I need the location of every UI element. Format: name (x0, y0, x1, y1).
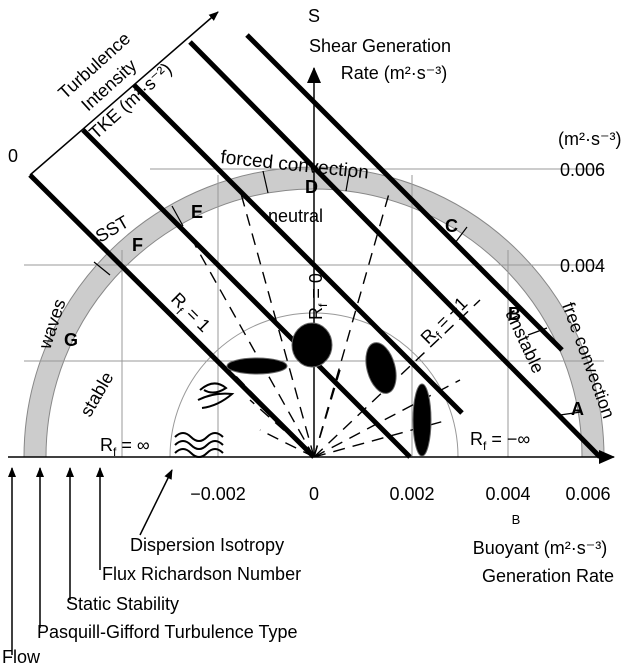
y-tick-label: 0.006 (560, 160, 605, 180)
richardson-label: Rf = ∞ (100, 435, 150, 459)
class-letter: A (571, 399, 584, 419)
class-letter: E (191, 202, 203, 222)
legend-label: Flux Richardson Number (102, 564, 301, 584)
richardson-label: Rf = 0 (306, 273, 330, 320)
class-letter: G (64, 330, 78, 350)
wave-icons (174, 382, 235, 458)
class-letter: F (132, 235, 143, 255)
richardson-label: Rf = −∞ (470, 429, 530, 453)
buoyant-letter: B (512, 512, 521, 527)
tke-origin: 0 (8, 146, 18, 166)
class-letter: C (445, 216, 458, 236)
y-unit: (m²·s⁻³) (558, 129, 621, 149)
legend-label: Flow (2, 647, 41, 667)
legend-label: Static Stability (66, 594, 179, 614)
legend-arrows (7, 467, 173, 655)
eddies (226, 322, 432, 457)
class-letter: D (305, 177, 318, 197)
x-tick-label: 0.006 (565, 484, 610, 504)
legend-label: Pasquill-Gifford Turbulence Type (37, 622, 297, 642)
x-tick-label: 0 (309, 484, 319, 504)
x-label: Buoyant (m²·s⁻³) (473, 538, 608, 558)
x-tick-label: 0.002 (389, 484, 434, 504)
tke-axis (29, 11, 219, 176)
x-label: Generation Rate (482, 566, 614, 586)
class-dividers (93, 167, 582, 416)
tke-isolines (28, 33, 602, 459)
region-label: stable (76, 368, 117, 420)
richardson-label: Rf = 1 (164, 289, 214, 339)
y-tick-label: 0.004 (560, 256, 605, 276)
x-tick-label: 0.004 (485, 484, 530, 504)
shear-letter: S (308, 6, 320, 26)
legend-label: Dispersion Isotropy (130, 535, 284, 555)
x-tick-label: −0.002 (190, 484, 246, 504)
title-line: Rate (m²·s⁻³) (341, 63, 448, 83)
title-line: Shear Generation (309, 36, 451, 56)
region-label: neutral (268, 206, 323, 226)
class-letter: B (508, 304, 521, 324)
